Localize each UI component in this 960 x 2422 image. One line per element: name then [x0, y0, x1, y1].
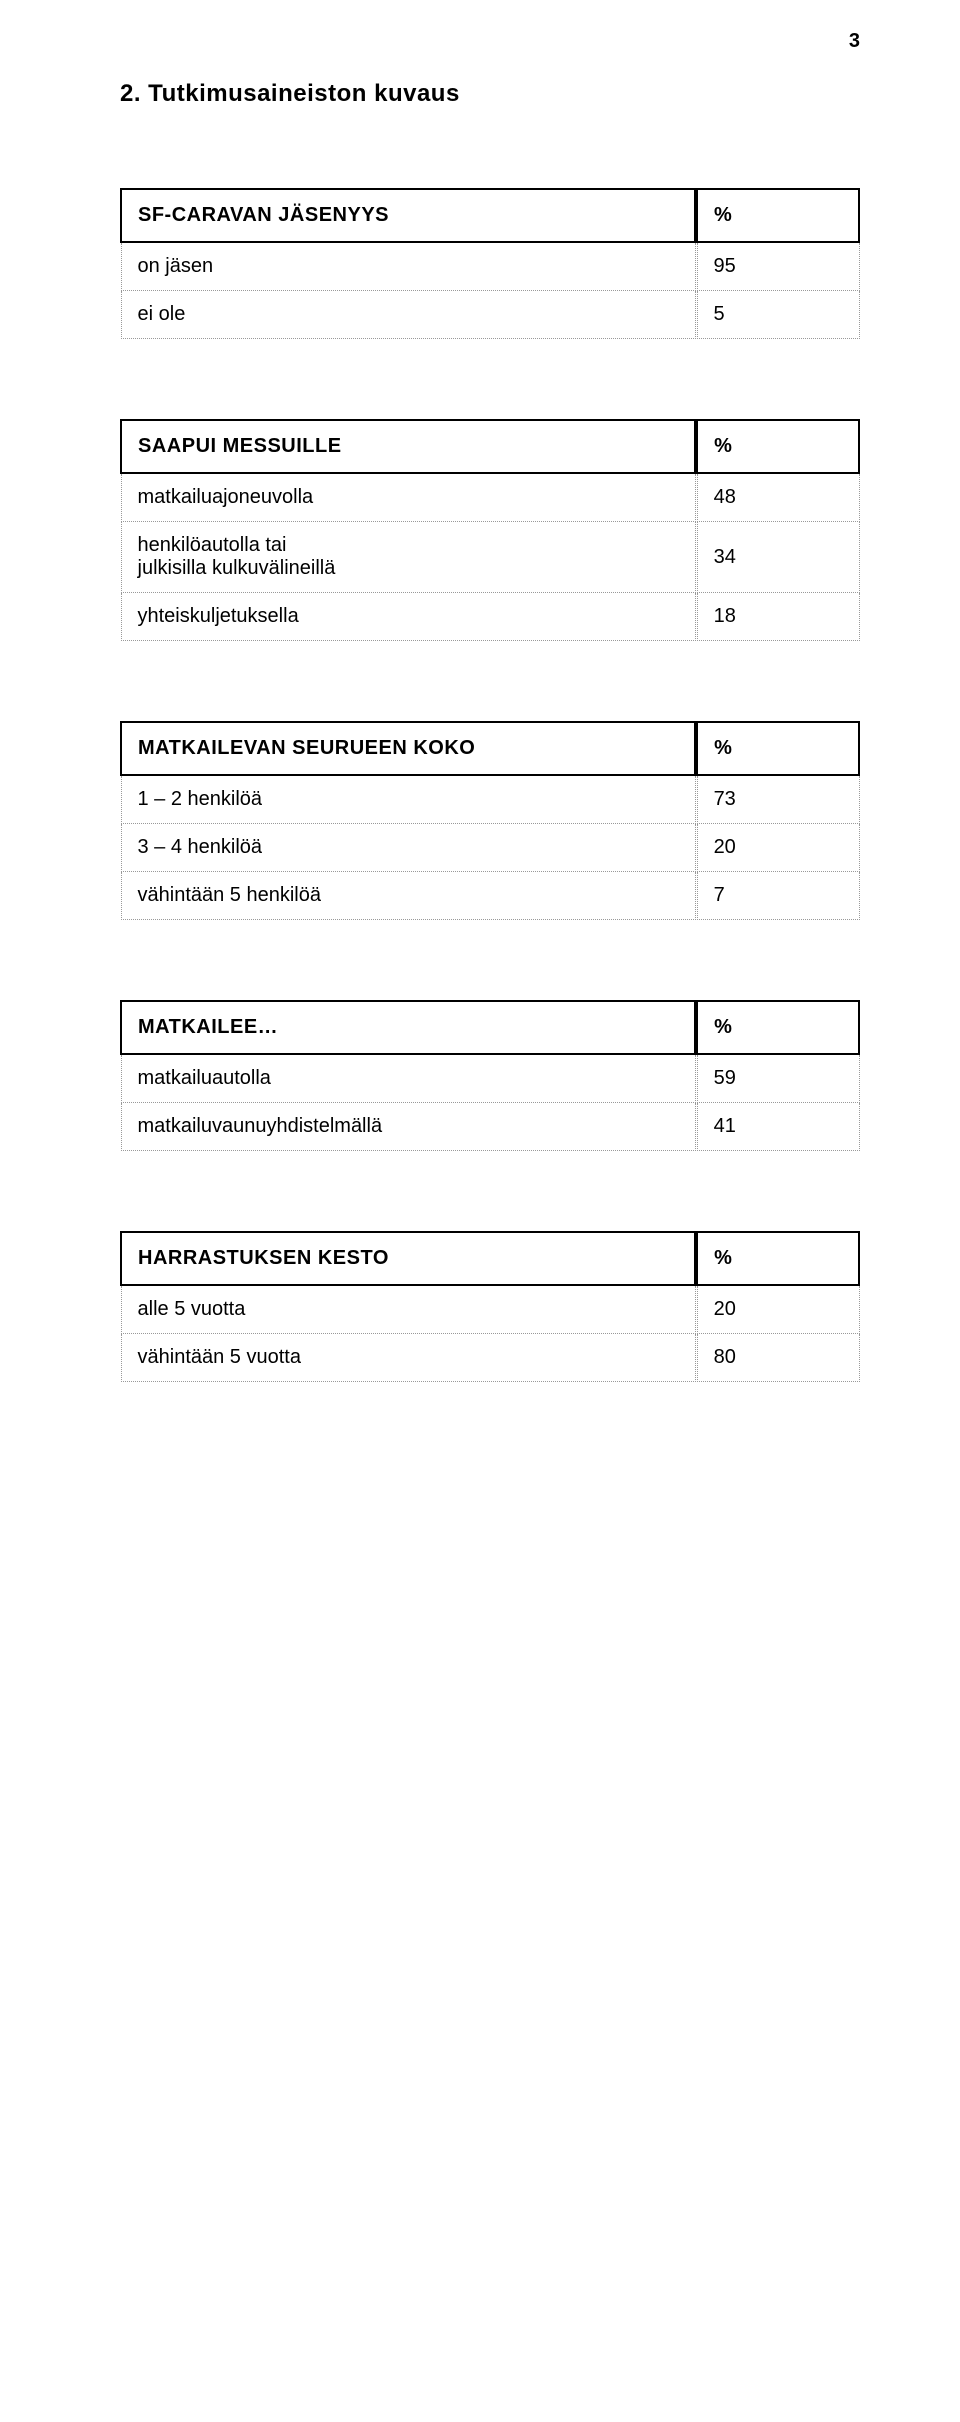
table-cell-value: 34	[697, 522, 859, 593]
table-header-row: MATKAILEVAN SEURUEEN KOKO %	[121, 722, 859, 775]
table-seurue: MATKAILEVAN SEURUEEN KOKO % 1 – 2 henkil…	[120, 721, 860, 920]
table-header-label: MATKAILEE…	[121, 1001, 695, 1054]
table-cell-value: 7	[697, 872, 859, 920]
table-row: matkailuvaunuyhdistelmällä 41	[121, 1103, 859, 1151]
table-cell-label: vähintään 5 henkilöä	[121, 872, 695, 920]
table-cell-value: 73	[697, 775, 859, 824]
table-cell-label: on jäsen	[121, 242, 695, 291]
table-matkailee: MATKAILEE… % matkailuautolla 59 matkailu…	[120, 1000, 860, 1151]
table-row: henkilöautolla taijulkisilla kulkuväline…	[121, 522, 859, 593]
table-row: on jäsen 95	[121, 242, 859, 291]
table-header-label: HARRASTUKSEN KESTO	[121, 1232, 695, 1285]
table-row: 3 – 4 henkilöä 20	[121, 824, 859, 872]
table-header-value: %	[697, 189, 859, 242]
table-harrastus: HARRASTUKSEN KESTO % alle 5 vuotta 20 vä…	[120, 1231, 860, 1382]
table-header-row: HARRASTUKSEN KESTO %	[121, 1232, 859, 1285]
table-header-row: SF-CARAVAN JÄSENYYS %	[121, 189, 859, 242]
table-cell-value: 18	[697, 593, 859, 641]
table-header-value: %	[697, 1232, 859, 1285]
table-header-row: SAAPUI MESSUILLE %	[121, 420, 859, 473]
table-cell-label: matkailuvaunuyhdistelmällä	[121, 1103, 695, 1151]
table-cell-value: 59	[697, 1054, 859, 1103]
table-header-row: MATKAILEE… %	[121, 1001, 859, 1054]
table-row: alle 5 vuotta 20	[121, 1285, 859, 1334]
table-header-label: SAAPUI MESSUILLE	[121, 420, 695, 473]
table-cell-label: 3 – 4 henkilöä	[121, 824, 695, 872]
table-row: matkailuajoneuvolla 48	[121, 473, 859, 522]
table-row: matkailuautolla 59	[121, 1054, 859, 1103]
table-cell-value: 20	[697, 1285, 859, 1334]
table-cell-label: matkailuajoneuvolla	[121, 473, 695, 522]
table-row: vähintään 5 henkilöä 7	[121, 872, 859, 920]
table-cell-label: ei ole	[121, 291, 695, 339]
table-cell-value: 20	[697, 824, 859, 872]
table-cell-label: yhteiskuljetuksella	[121, 593, 695, 641]
table-cell-label: matkailuautolla	[121, 1054, 695, 1103]
page-container: 3 2. Tutkimusaineiston kuvaus SF-CARAVAN…	[0, 0, 960, 2422]
table-sf-caravan: SF-CARAVAN JÄSENYYS % on jäsen 95 ei ole…	[120, 188, 860, 339]
section-heading: 2. Tutkimusaineiston kuvaus	[120, 80, 860, 108]
table-cell-value: 80	[697, 1334, 859, 1382]
table-cell-value: 95	[697, 242, 859, 291]
table-row: vähintään 5 vuotta 80	[121, 1334, 859, 1382]
table-header-label: SF-CARAVAN JÄSENYYS	[121, 189, 695, 242]
table-header-value: %	[697, 722, 859, 775]
table-row: yhteiskuljetuksella 18	[121, 593, 859, 641]
table-cell-label: vähintään 5 vuotta	[121, 1334, 695, 1382]
table-cell-value: 5	[697, 291, 859, 339]
table-cell-value: 48	[697, 473, 859, 522]
table-cell-label: 1 – 2 henkilöä	[121, 775, 695, 824]
table-cell-label: henkilöautolla taijulkisilla kulkuväline…	[121, 522, 695, 593]
page-number: 3	[849, 30, 860, 53]
table-cell-value: 41	[697, 1103, 859, 1151]
table-cell-label: alle 5 vuotta	[121, 1285, 695, 1334]
table-row: ei ole 5	[121, 291, 859, 339]
table-header-value: %	[697, 420, 859, 473]
table-saapui: SAAPUI MESSUILLE % matkailuajoneuvolla 4…	[120, 419, 860, 641]
table-header-label: MATKAILEVAN SEURUEEN KOKO	[121, 722, 695, 775]
table-row: 1 – 2 henkilöä 73	[121, 775, 859, 824]
table-header-value: %	[697, 1001, 859, 1054]
